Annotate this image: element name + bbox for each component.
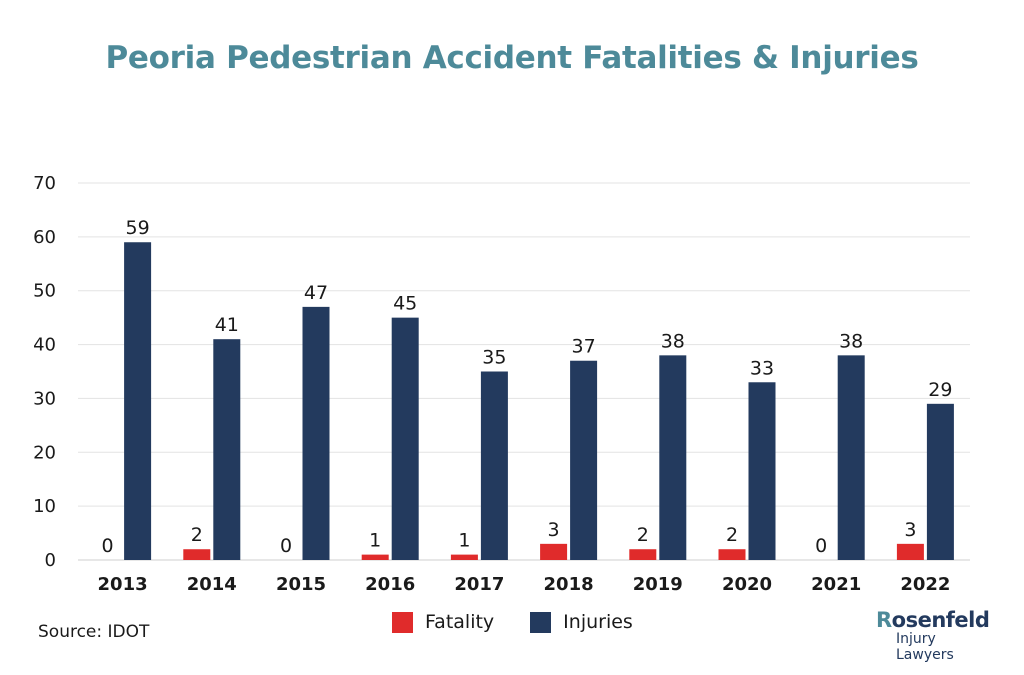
bar-injuries-2017	[480, 371, 508, 560]
legend-label-fatality: Fatality	[425, 611, 495, 633]
x-tick-label: 2021	[811, 574, 861, 595]
x-tick-label: 2022	[900, 574, 950, 595]
legend-swatch-fatality	[392, 611, 413, 633]
data-label-injuries: 38	[839, 330, 863, 352]
x-tick-label: 2019	[633, 574, 683, 595]
bar-injuries-2021	[837, 355, 865, 560]
data-label-fatality: 3	[904, 519, 916, 541]
x-tick-label: 2018	[544, 574, 594, 595]
x-tick-label: 2014	[187, 574, 237, 595]
y-tick-label: 30	[33, 388, 56, 409]
x-tick-label: 2020	[722, 574, 772, 595]
bar-fatality-2022	[896, 543, 924, 560]
bar-fatality-2014	[183, 549, 211, 560]
bar-fatality-2019	[629, 549, 657, 560]
x-tick-label: 2013	[98, 574, 148, 595]
data-label-fatality: 0	[815, 535, 827, 557]
data-label-fatality: 1	[458, 530, 470, 552]
logo-brand-rest: osenfeld	[891, 608, 990, 632]
bar-fatality-2017	[450, 554, 478, 560]
x-tick-label: 2015	[276, 574, 326, 595]
data-label-injuries: 38	[661, 330, 685, 352]
data-label-injuries: 29	[928, 379, 952, 401]
data-label-injuries: 59	[126, 217, 150, 239]
bar-injuries-2018	[570, 360, 598, 560]
x-tick-label: 2017	[454, 574, 504, 595]
data-label-fatality: 2	[637, 524, 649, 546]
bar-injuries-2020	[748, 382, 776, 560]
data-label-fatality: 2	[191, 524, 203, 546]
bar-injuries-2016	[391, 317, 419, 560]
logo-brand-initial: R	[876, 608, 892, 632]
data-label-injuries: 33	[750, 357, 774, 379]
y-tick-label: 10	[33, 496, 56, 517]
legend-swatch-injuries	[530, 611, 552, 633]
bar-fatality-2016	[361, 554, 389, 560]
legend-label-injuries: Injuries	[563, 611, 633, 633]
y-tick-label: 50	[33, 281, 56, 302]
bar-injuries-2013	[124, 242, 152, 560]
bar-fatality-2018	[540, 543, 568, 560]
data-label-fatality: 1	[369, 530, 381, 552]
y-tick-label: 20	[33, 442, 56, 463]
y-tick-label: 60	[33, 227, 56, 248]
logo-brand: Rosenfeld	[876, 609, 996, 631]
y-tick-label: 40	[33, 335, 56, 356]
y-tick-label: 0	[45, 550, 56, 571]
bar-injuries-2015	[302, 306, 330, 560]
logo-subtitle: Injury Lawyers	[896, 631, 954, 663]
legend-item-injuries: Injuries	[530, 611, 633, 633]
rosenfeld-logo: Rosenfeld Injury Lawyers	[876, 609, 996, 663]
data-label-injuries: 45	[393, 293, 417, 315]
data-label-injuries: 37	[572, 336, 596, 358]
data-label-fatality: 0	[280, 535, 292, 557]
chart-title: Peoria Pedestrian Accident Fatalities & …	[105, 40, 919, 76]
data-label-fatality: 2	[726, 524, 738, 546]
legend: Fatality Injuries	[392, 611, 633, 633]
bar-injuries-2014	[213, 339, 241, 560]
y-tick-label: 70	[33, 173, 56, 194]
bar-injuries-2022	[926, 403, 954, 560]
bar-injuries-2019	[659, 355, 687, 560]
data-label-fatality: 3	[548, 519, 560, 541]
data-label-injuries: 35	[482, 347, 506, 369]
data-label-injuries: 41	[215, 314, 239, 336]
bar-fatality-2020	[718, 549, 746, 560]
x-tick-label: 2016	[365, 574, 415, 595]
legend-item-fatality: Fatality	[392, 611, 494, 633]
data-label-fatality: 0	[102, 535, 114, 557]
source-note: Source: IDOT	[38, 622, 150, 642]
data-label-injuries: 47	[304, 282, 328, 304]
